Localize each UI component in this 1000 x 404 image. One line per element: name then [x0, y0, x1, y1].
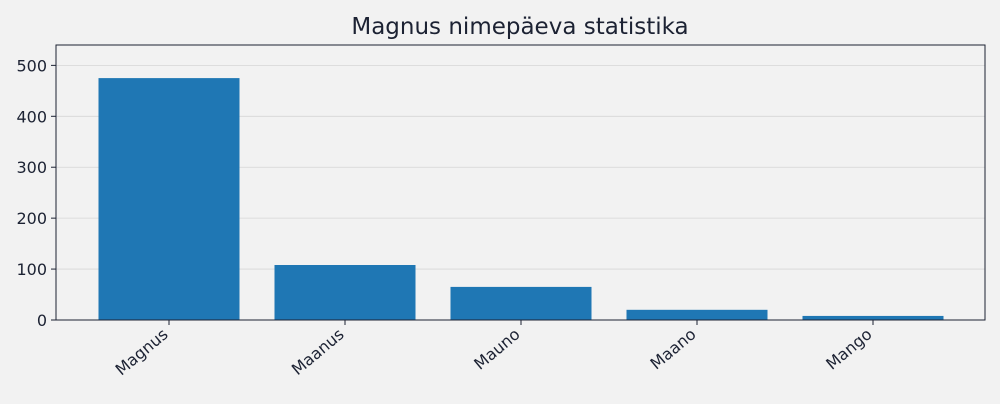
x-tick-label: Mauno — [470, 325, 523, 374]
x-tick-label: Magnus — [112, 325, 172, 380]
bar-maano — [626, 309, 768, 320]
x-tick-label: Mango — [822, 325, 875, 374]
y-tick-label: 0 — [37, 311, 47, 330]
y-tick-label: 100 — [16, 260, 47, 279]
x-tick-label: Maano — [646, 325, 699, 374]
bars — [98, 78, 944, 320]
y-tick-label: 500 — [16, 56, 47, 75]
plot-frame — [55, 44, 986, 321]
chart-title: Magnus nimepäeva statistika — [351, 14, 688, 40]
x-axis: Magnus Maanus Mauno Maano Mango — [112, 320, 876, 379]
x-tick-label: Maanus — [288, 325, 348, 379]
bar-maanus — [274, 265, 416, 320]
bar-mauno — [450, 286, 592, 320]
y-tick-label: 300 — [16, 158, 47, 177]
bar-magnus — [98, 78, 240, 320]
bar-mango — [802, 315, 944, 320]
y-tick-label: 400 — [16, 107, 47, 126]
y-axis: 0 100 200 300 400 500 — [16, 56, 56, 330]
y-tick-label: 200 — [16, 209, 47, 228]
